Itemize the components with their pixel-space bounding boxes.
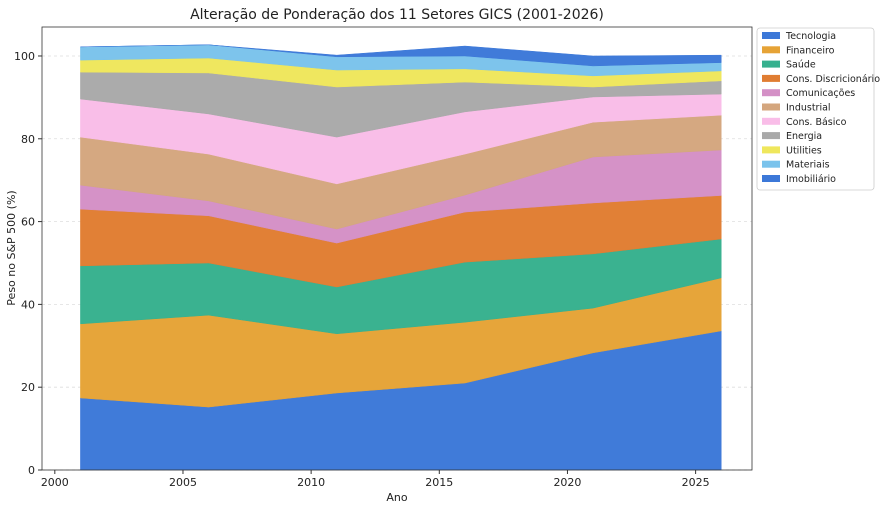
x-tick-label: 2025 xyxy=(682,476,710,489)
legend-swatch xyxy=(762,74,780,82)
legend-label: Materiais xyxy=(786,160,830,171)
chart-title: Alteração de Ponderação dos 11 Setores G… xyxy=(190,7,604,23)
axes xyxy=(41,26,753,471)
legend-label: Financeiro xyxy=(786,45,835,56)
legend-label: Cons. Discricionário xyxy=(786,74,880,85)
y-tick-label: 100 xyxy=(14,50,35,63)
y-tick-label: 80 xyxy=(21,133,35,146)
y-axis-label: Peso no S&P 500 (%) xyxy=(5,190,18,305)
legend-frame xyxy=(756,27,875,191)
legend: Tecnologia Financeiro Saúde Cons. Discricio… xyxy=(756,27,880,191)
x-tick-label: 2010 xyxy=(297,476,325,489)
x-tick-label: 2000 xyxy=(41,476,69,489)
legend-label: Saúde xyxy=(786,60,816,71)
legend-swatch xyxy=(762,103,780,111)
legend-swatch xyxy=(762,60,780,68)
legend-swatch xyxy=(762,117,780,125)
legend-swatch xyxy=(762,175,780,182)
legend-label: Tecnologia xyxy=(785,31,836,42)
legend-swatch xyxy=(762,132,780,140)
legend-swatch xyxy=(762,146,780,154)
legend-label: Cons. Básico xyxy=(786,117,847,128)
legend-swatch xyxy=(762,160,780,168)
x-tick-label: 2005 xyxy=(169,476,197,489)
y-tick-label: 20 xyxy=(21,381,35,394)
x-ticks: 2000 2005 2010 2015 2020 2025 xyxy=(41,470,710,489)
area-imobili-rio xyxy=(80,44,722,67)
legend-label: Energia xyxy=(786,131,822,142)
x-tick-label: 2020 xyxy=(553,476,581,489)
legend-label: Utilities xyxy=(786,145,822,156)
y-tick-label: 40 xyxy=(21,298,35,311)
y-tick-label: 0 xyxy=(28,464,35,477)
y-ticks: 0 20 40 60 80 100 xyxy=(14,50,42,477)
legend-swatch xyxy=(762,32,780,39)
legend-swatch xyxy=(762,46,780,54)
legend-label: Industrial xyxy=(786,103,831,114)
y-tick-label: 60 xyxy=(21,216,35,229)
plot-frame xyxy=(41,26,753,471)
x-tick-label: 2015 xyxy=(425,476,453,489)
x-axis-label: Ano xyxy=(386,491,407,504)
legend-swatch xyxy=(762,89,780,97)
legend-label: Imobiliário xyxy=(786,174,836,185)
legend-label: Comunicações xyxy=(786,88,855,99)
areas xyxy=(80,44,722,471)
